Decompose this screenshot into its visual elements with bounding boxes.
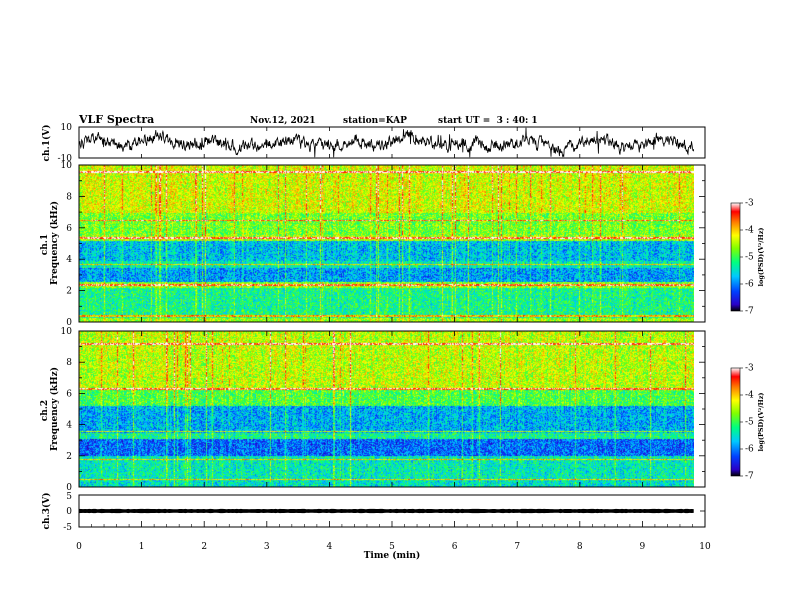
xtick-label: 4 [327,542,333,552]
ch1-waveform-panel: 10 -10 ch.1(V) [41,123,706,164]
xtick-label: 3 [264,542,270,552]
colorbar-tick-label: -3 [745,364,754,374]
ch2-spectrogram-image [79,331,694,487]
ch1-spectrogram-image [79,165,694,322]
colorbar-tick-label: -6 [745,280,754,290]
ch2-colorbar: -3 -4 -5 -6 -7 log(PSD)(V²/Hz) [730,364,765,482]
ch3-ytick-mid: 0 [66,507,72,517]
ch2-channel-label: ch.2 [40,400,50,421]
ch3-waveform-ylabel: ch.3(V) [41,493,52,530]
spec-ytick-label: 8 [66,192,72,202]
ch1-waveform-line [78,127,695,158]
xtick-label: 7 [514,542,520,552]
colorbar-tick-label: -5 [745,418,754,428]
start-time-label: start UT = 3 : 40: 1 [438,116,538,126]
spec-ytick-label: 6 [66,389,72,399]
spec-ytick-label: 0 [66,318,72,328]
colorbar-tick-label: -4 [745,226,754,236]
colorbar-tick-label: -3 [745,199,754,209]
xtick-label: 8 [577,542,583,552]
ch1-colorbar-label: log(PSD)(V²/Hz) [757,228,765,287]
spec-ytick-label: 10 [61,327,73,337]
ch1-frequency-label: Frequency (kHz) [49,201,60,285]
spec-ytick-label: 8 [66,358,72,368]
date-label: Nov.12, 2021 [250,116,316,126]
xtick-label: 5 [389,542,395,552]
ch2-colorbar-gradient [730,367,741,477]
xtick-label: 6 [452,542,458,552]
spec-ytick-label: 6 [66,224,72,234]
xtick-label: 9 [640,542,646,552]
ch1-label: ch.1 Frequency (kHz) [40,201,60,285]
colorbar-tick-label: -5 [745,253,754,263]
colorbar-tick-label: -7 [745,307,754,317]
spec-ytick-label: 4 [66,421,72,431]
spec-ytick-label: 4 [66,255,72,265]
spec-ytick-label: 2 [66,452,72,462]
xtick-label: 10 [699,542,711,552]
spec-ytick-label: 2 [66,287,72,297]
ch3-ytick-top: 5 [66,492,72,502]
spec-ytick-label: 10 [61,161,73,171]
ch1-ytick-bottom: -10 [58,154,73,164]
station-label: station=KAP [343,116,407,126]
x-axis-label: Time (min) [364,550,421,561]
ch1-colorbar-gradient [730,202,741,312]
figure-title: VLF Spectra [78,113,154,126]
ch1-spectrogram-panel: 0 2 4 6 8 10 ch.1 Frequency (kHz) [40,161,706,328]
ch1-channel-label: ch.1 [40,234,50,255]
xtick-label: 2 [201,542,207,552]
ch2-label: ch.2 Frequency (kHz) [40,367,60,451]
colorbar-tick-label: -7 [745,472,754,482]
ch3-waveform-band [79,508,694,514]
ch3-ytick-bottom: -5 [63,523,72,533]
xtick-label: 0 [76,542,82,552]
ch1-waveform-ylabel: ch.1(V) [41,125,52,162]
ch2-frequency-label: Frequency (kHz) [49,367,60,451]
ch2-spectrogram-panel: 0 2 4 6 8 10 ch.2 Frequency (kHz) [40,327,706,493]
ch3-waveform-panel: 5 0 -5 ch.3(V) [41,492,706,533]
colorbar-tick-label: -6 [745,445,754,455]
xtick-label: 1 [139,542,145,552]
ch1-colorbar: -3 -4 -5 -6 -7 log(PSD)(V²/Hz) [730,199,765,317]
spec-ytick-label: 0 [66,483,72,493]
ch2-colorbar-label: log(PSD)(V²/Hz) [757,393,765,452]
colorbar-tick-label: -4 [745,391,754,401]
ch1-ytick-top: 10 [61,123,73,133]
